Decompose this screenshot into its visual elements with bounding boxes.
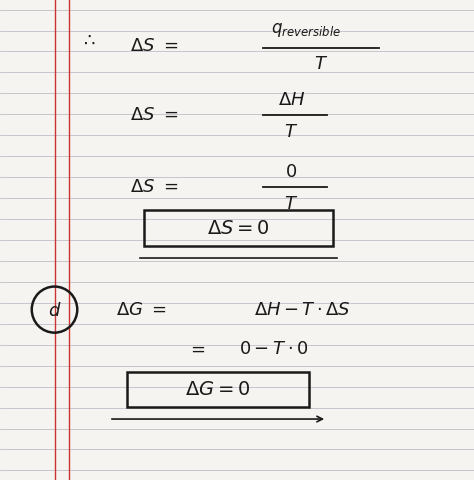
Text: $\Delta H - T \cdot \Delta S$: $\Delta H - T \cdot \Delta S$ [254, 300, 350, 319]
Text: $\Delta G\ =$: $\Delta G\ =$ [116, 300, 167, 319]
Text: $T$: $T$ [284, 195, 299, 213]
Text: $d$: $d$ [48, 302, 61, 320]
Text: $q_{reversible}$: $q_{reversible}$ [271, 21, 341, 39]
Text: $\Delta S\ =$: $\Delta S\ =$ [130, 178, 179, 196]
Text: ∴: ∴ [84, 32, 96, 50]
Text: $0 - T \cdot 0$: $0 - T \cdot 0$ [239, 340, 309, 358]
Text: $\Delta S = 0$: $\Delta S = 0$ [207, 218, 269, 238]
Text: $0$: $0$ [285, 163, 298, 181]
Text: $T$: $T$ [314, 55, 328, 73]
Text: $\Delta G = 0$: $\Delta G = 0$ [185, 380, 251, 399]
Text: $\Delta S\ =$: $\Delta S\ =$ [130, 106, 179, 124]
Text: $=$: $=$ [187, 340, 206, 358]
Text: $\Delta S\ =$: $\Delta S\ =$ [130, 36, 179, 55]
Text: $\Delta H$: $\Delta H$ [278, 91, 305, 109]
Text: $T$: $T$ [284, 123, 299, 141]
